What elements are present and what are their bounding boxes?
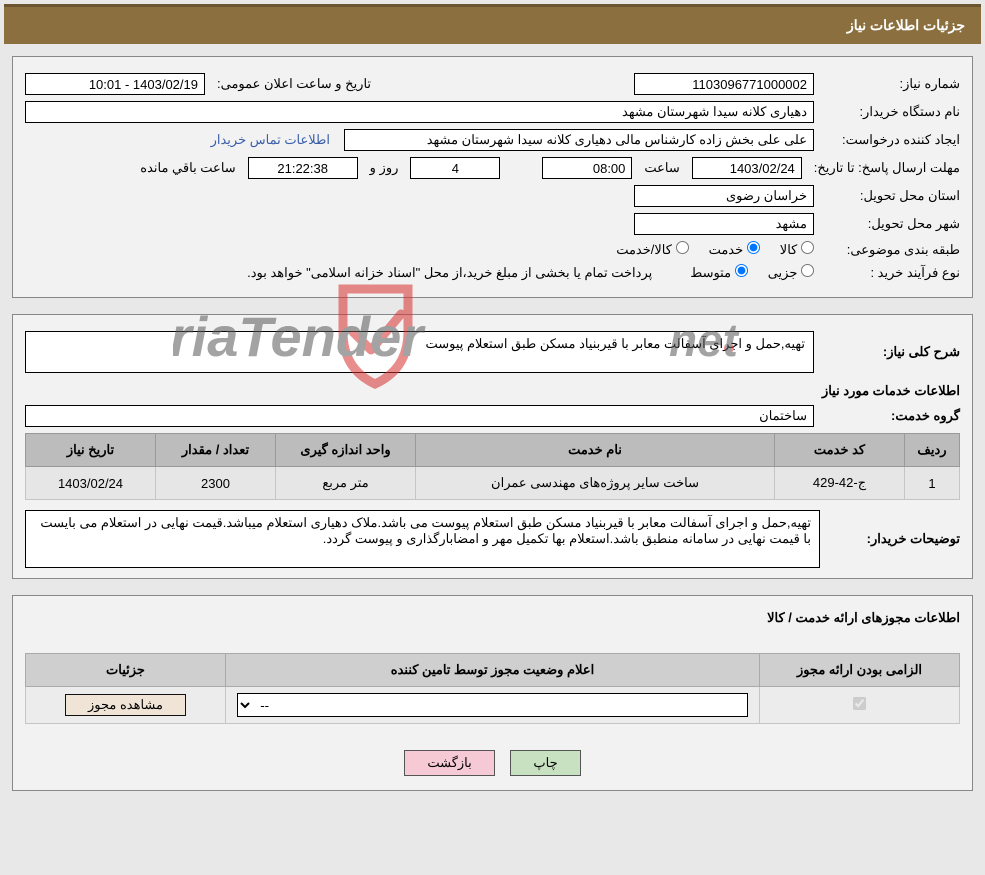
service-group-label: گروه خدمت: bbox=[820, 408, 960, 424]
remaining-label: ساعت باقي مانده bbox=[134, 160, 241, 176]
requester-label: ایجاد کننده درخواست: bbox=[820, 132, 960, 148]
th-unit: واحد اندازه گیری bbox=[276, 434, 416, 467]
radio-medium-label: متوسط bbox=[690, 264, 747, 281]
radio-goods-service[interactable] bbox=[676, 241, 689, 254]
permit-mandatory-cell bbox=[760, 687, 960, 724]
buyer-note-label: توضیحات خریدار: bbox=[820, 531, 960, 547]
need-panel: شرح کلی نیاز: اطلاعات خدمات مورد نیاز گر… bbox=[12, 314, 973, 579]
purchase-type-label: نوع فرآیند خرید : bbox=[820, 265, 960, 281]
days-remaining-value: 4 bbox=[410, 157, 500, 179]
th-mandatory: الزامی بودن ارائه مجوز bbox=[760, 654, 960, 687]
th-date: تاریخ نیاز bbox=[26, 434, 156, 467]
cell-date: 1403/02/24 bbox=[26, 467, 156, 500]
radio-service-label: خدمت bbox=[709, 241, 760, 258]
services-info-title: اطلاعات خدمات مورد نیاز bbox=[25, 383, 960, 399]
th-row: ردیف bbox=[905, 434, 960, 467]
need-number-value: 1103096771000002 bbox=[634, 73, 814, 95]
cell-qty: 2300 bbox=[156, 467, 276, 500]
permit-status-select[interactable]: -- bbox=[237, 693, 748, 717]
permit-status-cell: -- bbox=[226, 687, 760, 724]
requester-value: علی علی بخش زاده کارشناس مالی دهیاری کلا… bbox=[344, 129, 814, 151]
days-label: روز و bbox=[364, 160, 405, 176]
buyer-note-value[interactable] bbox=[25, 510, 820, 568]
permit-row: -- مشاهده مجوز bbox=[26, 687, 960, 724]
permits-title: اطلاعات مجوزهای ارائه خدمت / کالا bbox=[25, 606, 960, 634]
radio-goods[interactable] bbox=[801, 241, 814, 254]
radio-goods-text: کالا bbox=[780, 242, 798, 257]
radio-partial[interactable] bbox=[801, 264, 814, 277]
deadline-hour-value: 08:00 bbox=[542, 157, 632, 179]
buyer-contact-link[interactable]: اطلاعات تماس خریدار bbox=[211, 132, 330, 148]
cell-row: 1 bbox=[905, 467, 960, 500]
permit-details-cell: مشاهده مجوز bbox=[26, 687, 226, 724]
radio-service[interactable] bbox=[747, 241, 760, 254]
countdown-value: 21:22:38 bbox=[248, 157, 358, 179]
service-table: ردیف کد خدمت نام خدمت واحد اندازه گیری ت… bbox=[25, 433, 960, 500]
info-panel: شماره نیاز: 1103096771000002 تاریخ و ساع… bbox=[12, 56, 973, 298]
category-label: طبقه بندی موضوعی: bbox=[820, 242, 960, 258]
need-summary-value[interactable] bbox=[25, 331, 814, 373]
permit-mandatory-checkbox bbox=[853, 697, 866, 710]
buyer-org-value: دهیاری کلانه سیدا شهرستان مشهد bbox=[25, 101, 814, 123]
hour-label: ساعت bbox=[638, 160, 685, 176]
cell-name: ساخت سایر پروژه‌های مهندسی عمران bbox=[416, 467, 775, 500]
cell-code: ج-42-429 bbox=[775, 467, 905, 500]
need-summary-label: شرح کلی نیاز: bbox=[820, 344, 960, 360]
delivery-province-label: استان محل تحویل: bbox=[820, 188, 960, 204]
th-qty: تعداد / مقدار bbox=[156, 434, 276, 467]
radio-partial-text: جزیی bbox=[768, 265, 798, 280]
radio-goods-service-text: کالا/خدمت bbox=[616, 242, 672, 257]
payment-note: پرداخت تمام یا بخشی از مبلغ خرید،از محل … bbox=[247, 265, 652, 281]
page-title-bar: جزئیات اطلاعات نیاز bbox=[4, 4, 981, 44]
announce-date-label: تاریخ و ساعت اعلان عمومی: bbox=[211, 76, 377, 92]
page-title: جزئیات اطلاعات نیاز bbox=[847, 17, 965, 33]
delivery-city-value: مشهد bbox=[634, 213, 814, 235]
footer-buttons: چاپ بازگشت bbox=[25, 740, 960, 780]
permits-table: الزامی بودن ارائه مجوز اعلام وضعیت مجوز … bbox=[25, 653, 960, 724]
back-button[interactable]: بازگشت bbox=[404, 750, 494, 776]
radio-medium-text: متوسط bbox=[690, 265, 731, 280]
delivery-city-label: شهر محل تحویل: bbox=[820, 216, 960, 232]
radio-partial-label: جزیی bbox=[768, 264, 814, 281]
radio-goods-label: کالا bbox=[780, 241, 814, 258]
deadline-date-value: 1403/02/24 bbox=[692, 157, 802, 179]
buyer-org-label: نام دستگاه خریدار: bbox=[820, 104, 960, 120]
service-group-value: ساختمان bbox=[25, 405, 814, 427]
table-row: 1 ج-42-429 ساخت سایر پروژه‌های مهندسی عم… bbox=[26, 467, 960, 500]
th-details: جزئیات bbox=[26, 654, 226, 687]
need-number-label: شماره نیاز: bbox=[820, 76, 960, 92]
delivery-province-value: خراسان رضوی bbox=[634, 185, 814, 207]
th-code: کد خدمت bbox=[775, 434, 905, 467]
th-status: اعلام وضعیت مجوز توسط تامین کننده bbox=[226, 654, 760, 687]
th-name: نام خدمت bbox=[416, 434, 775, 467]
radio-goods-service-label: کالا/خدمت bbox=[616, 241, 688, 258]
permits-panel: اطلاعات مجوزهای ارائه خدمت / کالا الزامی… bbox=[12, 595, 973, 791]
print-button[interactable]: چاپ bbox=[510, 750, 580, 776]
radio-service-text: خدمت bbox=[709, 242, 744, 257]
radio-medium[interactable] bbox=[735, 264, 748, 277]
deadline-label: مهلت ارسال پاسخ: تا تاریخ: bbox=[808, 160, 960, 176]
cell-unit: متر مربع bbox=[276, 467, 416, 500]
view-permit-button[interactable]: مشاهده مجوز bbox=[65, 694, 186, 716]
announce-date-value: 1403/02/19 - 10:01 bbox=[25, 73, 205, 95]
